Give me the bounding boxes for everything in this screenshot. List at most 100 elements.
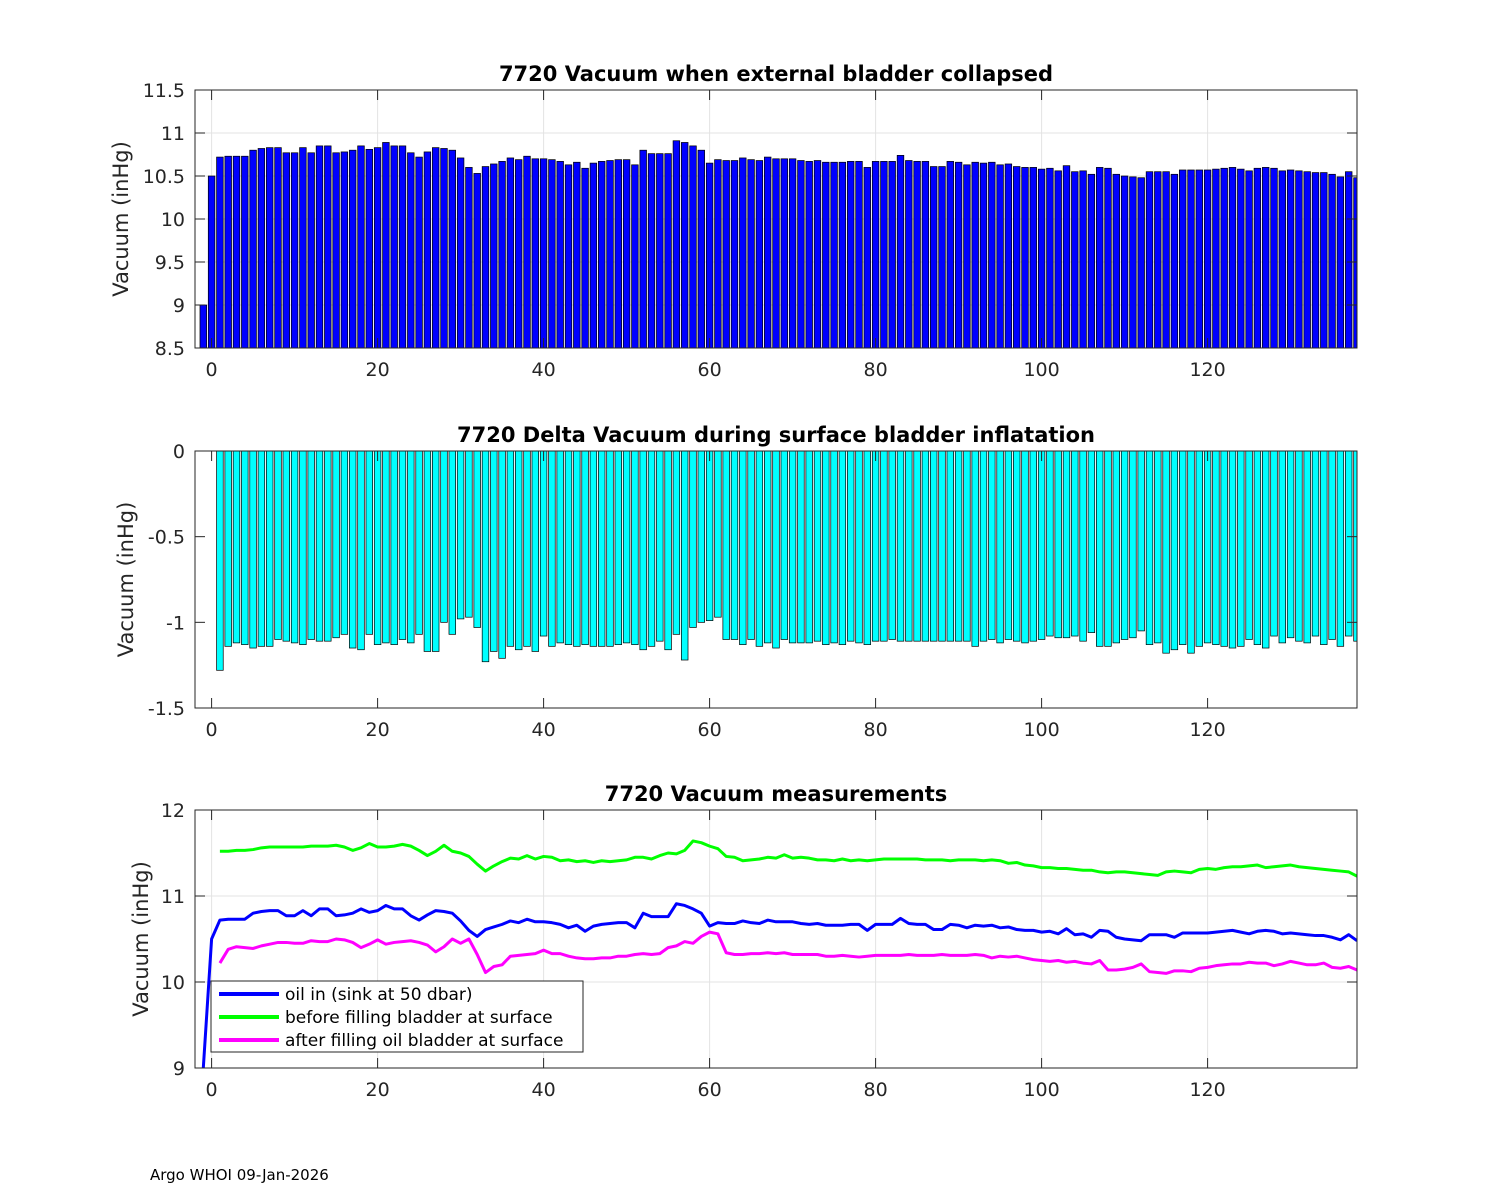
bar (838, 451, 847, 645)
bar (290, 152, 299, 348)
bar (1145, 171, 1154, 348)
y-tick-label: -1.5 (148, 698, 185, 720)
x-tick-label: 0 (206, 719, 218, 741)
y-tick-label: 11 (161, 886, 185, 908)
bar (1037, 168, 1046, 348)
y-tick-label: 9 (173, 1058, 185, 1080)
bar (1071, 171, 1079, 348)
bar (697, 149, 705, 348)
bar (714, 159, 722, 348)
bar (1212, 451, 1220, 645)
bar (1311, 172, 1320, 348)
bar (349, 451, 357, 649)
bar (1237, 168, 1245, 348)
bar (357, 145, 365, 348)
bar (224, 451, 232, 647)
bar (913, 161, 921, 348)
bar (1195, 169, 1203, 348)
chart-title: 7720 Vacuum when external bladder collap… (499, 62, 1053, 86)
bar (1336, 451, 1345, 647)
bar (257, 451, 266, 647)
bar (539, 158, 548, 348)
bar (764, 451, 772, 644)
x-tick-label: 120 (1189, 359, 1225, 381)
bar (1245, 451, 1253, 640)
bar (622, 159, 631, 348)
bar (448, 451, 456, 635)
bar (664, 451, 672, 651)
bar (407, 451, 415, 644)
bar (548, 159, 556, 348)
chart-2: 0 20 40 60 80 100 120 -1.5 -1 -0.5 0 7720 Delta Vac… (114, 423, 1358, 741)
y-tick-label: 10 (161, 972, 185, 994)
bar (1286, 451, 1295, 639)
bar (1054, 451, 1062, 639)
x-tick-label: 40 (532, 359, 556, 381)
bar (1096, 451, 1104, 647)
bar (963, 164, 971, 348)
y-tick-label: 10.5 (143, 166, 185, 188)
bar (722, 160, 730, 348)
bar (357, 451, 365, 651)
bar (1120, 175, 1129, 348)
bar (656, 153, 664, 348)
bar (938, 451, 946, 642)
bar (1021, 451, 1029, 644)
x-tick-label: 40 (532, 719, 556, 741)
x-tick-label: 40 (532, 1079, 556, 1101)
bar (415, 156, 423, 348)
bar (963, 451, 971, 642)
y-tick-label: 0 (173, 441, 185, 463)
bar (888, 161, 896, 348)
bar (896, 155, 905, 348)
bar (266, 147, 274, 348)
bar (390, 451, 398, 645)
bar (772, 451, 780, 649)
x-tick-label: 120 (1189, 1079, 1225, 1101)
bar (1270, 167, 1278, 348)
series-line-2 (219, 839, 1357, 878)
legend-label-1: oil in (sink at 50 dbar) (285, 985, 473, 1005)
bar (307, 152, 315, 348)
plot-content (216, 451, 1357, 671)
bar (1262, 451, 1270, 649)
bar (1303, 171, 1311, 348)
bar (830, 451, 838, 644)
series-line-1 (201, 902, 1357, 1068)
bar (373, 147, 382, 348)
bar (1112, 451, 1120, 644)
bar (1253, 167, 1262, 348)
bar (290, 451, 299, 644)
y-tick-label: -0.5 (148, 527, 185, 549)
bar (1270, 451, 1278, 637)
bar (506, 157, 515, 348)
bar (324, 451, 332, 642)
y-axis-label: Vacuum (inHg) (129, 861, 153, 1017)
bar (199, 304, 207, 348)
x-tick-label: 60 (698, 359, 722, 381)
bar (714, 451, 722, 618)
bar (705, 451, 714, 621)
bar (382, 142, 390, 348)
bar (531, 451, 539, 652)
bar (755, 451, 764, 647)
bar (747, 159, 755, 348)
bar (249, 451, 257, 649)
bar (631, 451, 639, 645)
bar (365, 148, 373, 348)
bar (780, 158, 788, 348)
bar (871, 451, 880, 642)
bar (415, 451, 423, 635)
bar (614, 451, 622, 645)
bar (988, 451, 996, 640)
bar (564, 164, 573, 348)
bar (1286, 169, 1295, 348)
bar (1295, 170, 1303, 348)
bar (315, 451, 324, 642)
bar (398, 145, 407, 348)
bar (340, 151, 349, 348)
x-tick-label: 80 (864, 359, 888, 381)
bar (730, 160, 739, 348)
bar (1253, 451, 1262, 645)
